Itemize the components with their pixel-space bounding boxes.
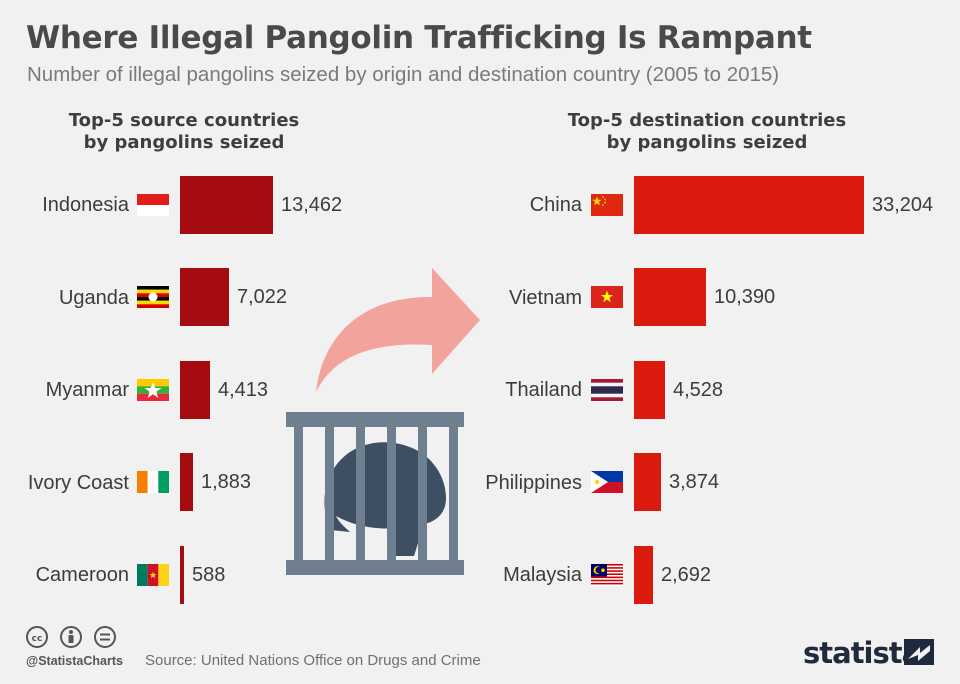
svg-text:cc: cc — [32, 634, 43, 644]
vietnam-flag-icon — [591, 286, 623, 308]
bar-philippines — [634, 453, 661, 511]
value-label-vietnam: 10,390 — [714, 286, 776, 308]
value-label-myanmar: 4,413 — [218, 379, 269, 401]
uganda-flag-icon — [137, 286, 169, 308]
country-label-indonesia: Indonesia — [42, 194, 129, 216]
bar-malaysia — [634, 546, 653, 604]
statista-charts-handle: @StatistaCharts — [26, 654, 123, 668]
statista-logo-icon — [904, 639, 934, 665]
country-label-uganda: Uganda — [58, 287, 129, 309]
ivory-coast-flag-icon — [137, 471, 169, 493]
cc-icon: cc — [26, 626, 48, 648]
bar-thailand — [634, 361, 665, 419]
value-label-ivory-coast: 1,883 — [201, 471, 252, 493]
bar-china — [634, 176, 864, 234]
country-label-thailand: Thailand — [505, 379, 582, 401]
value-label-malaysia: 2,692 — [661, 564, 712, 586]
bar-ivory-coast — [180, 453, 193, 511]
destination-panel-heading: Top-5 destination countries by pangolins… — [547, 110, 867, 154]
value-label-philippines: 3,874 — [669, 471, 720, 493]
country-label-myanmar: Myanmar — [45, 379, 129, 401]
indonesia-flag-icon — [137, 194, 169, 216]
attribution-icon — [60, 626, 82, 648]
thailand-flag-icon — [591, 379, 623, 401]
philippines-flag-icon — [591, 471, 623, 493]
china-flag-icon — [591, 194, 623, 216]
bar-myanmar — [180, 361, 210, 419]
license-icons: cc — [26, 626, 116, 648]
statista-wordmark: statista — [803, 636, 921, 670]
bar-vietnam — [634, 268, 706, 326]
value-label-thailand: 4,528 — [673, 379, 724, 401]
caged-pangolin-icon — [286, 412, 464, 575]
bar-indonesia — [180, 176, 273, 234]
value-label-indonesia: 13,462 — [281, 194, 343, 216]
country-label-china: China — [529, 194, 582, 216]
arrow-icon — [316, 268, 480, 392]
malaysia-flag-icon — [591, 564, 623, 586]
cameroon-flag-icon — [137, 564, 169, 586]
destination-heading-line2: by pangolins seized — [606, 132, 808, 153]
bar-cameroon — [180, 546, 184, 604]
value-label-china: 33,204 — [872, 194, 934, 216]
chart-subtitle: Number of illegal pangolins seized by or… — [27, 63, 780, 86]
value-label-uganda: 7,022 — [237, 286, 288, 308]
country-label-cameroon: Cameroon — [35, 564, 129, 586]
source-heading-line1: Top-5 source countries — [68, 110, 300, 131]
country-label-ivory-coast: Ivory Coast — [27, 472, 129, 494]
no-derivatives-icon — [94, 626, 116, 648]
value-label-cameroon: 588 — [192, 564, 226, 586]
country-label-vietnam: Vietnam — [508, 287, 582, 309]
source-heading-line2: by pangolins seized — [83, 132, 285, 153]
bar-uganda — [180, 268, 229, 326]
source-note: Source: United Nations Office on Drugs a… — [145, 652, 481, 669]
source-panel-heading: Top-5 source countries by pangolins seiz… — [44, 110, 324, 154]
country-label-philippines: Philippines — [485, 472, 582, 494]
country-label-malaysia: Malaysia — [503, 564, 582, 586]
destination-heading-line1: Top-5 destination countries — [567, 110, 847, 131]
chart-title: Where Illegal Pangolin Trafficking Is Ra… — [26, 20, 812, 56]
myanmar-flag-icon — [137, 379, 169, 401]
